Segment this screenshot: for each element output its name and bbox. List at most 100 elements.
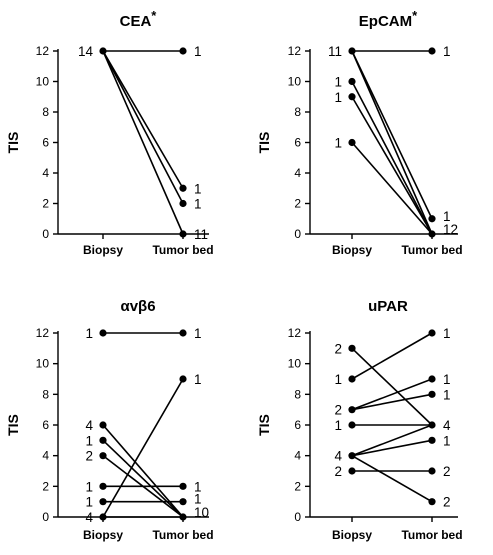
tumor-bed-count-label-v6: 1 [194,372,202,387]
tumor-bed-count-label-upar: 1 [443,372,451,387]
y-tick-label-cea: 0 [42,227,49,241]
y-tick-label-v6: 0 [42,510,49,524]
data-point-v6 [179,498,187,506]
data-point-v6 [99,452,107,460]
data-point-cea [99,47,107,55]
paired-line-epcam [351,50,433,220]
tumor-bed-count-label-cea: 1 [194,181,202,196]
data-point-v6 [179,482,187,490]
y-axis-label-cea: TIS [5,132,21,154]
tumor-bed-count-label-epcam: 12 [443,222,458,237]
data-point-upar [428,421,436,429]
y-tick-label-v6: 8 [42,387,49,401]
tumor-bed-count-label-v6: 1 [194,479,202,494]
data-point-v6 [99,513,107,521]
paired-line-epcam [351,81,433,235]
x-category-label-v6: Biopsy [83,528,123,542]
tumor-bed-count-label-epcam: 1 [443,44,451,59]
tumor-bed-count-label-epcam: 1 [443,209,451,224]
biopsy-count-label-v6: 4 [85,510,93,525]
data-point-v6 [99,436,107,444]
data-point-upar [428,390,436,398]
data-point-v6 [179,513,187,521]
data-point-v6 [99,329,107,337]
paired-line-upar [351,454,433,503]
x-category-label-v6: Tumor bed [152,528,213,542]
paired-line-cea [102,50,184,235]
y-axis-label-v6: TIS [5,414,21,436]
x-category-label-cea: Biopsy [83,243,123,257]
data-point-epcam [428,47,436,55]
data-point-v6 [99,421,107,429]
data-point-upar [348,452,356,460]
biopsy-count-label-upar: 2 [334,403,342,418]
y-tick-label-epcam: 2 [294,197,301,211]
data-point-epcam [348,93,356,101]
y-tick-label-v6: 12 [36,326,50,340]
tumor-bed-count-label-upar: 2 [443,464,451,479]
paired-line-epcam [351,141,433,235]
data-point-v6 [99,498,107,506]
data-point-epcam [348,47,356,55]
data-point-upar [348,467,356,475]
data-point-epcam [428,230,436,238]
x-category-label-upar: Tumor bed [401,528,462,542]
tumor-bed-count-label-cea: 11 [194,227,208,242]
paired-line-upar [351,332,433,380]
biopsy-count-label-cea: 14 [78,44,94,59]
y-tick-label-epcam: 4 [294,166,301,180]
y-tick-label-v6: 6 [42,418,49,432]
y-tick-label-epcam: 6 [294,136,301,150]
paired-line-epcam [351,96,433,235]
paired-line-upar [351,378,433,411]
y-tick-label-epcam: 12 [288,44,302,58]
paired-line-v6 [102,378,184,518]
y-axis-label-epcam: TIS [256,132,272,154]
y-tick-label-upar: 2 [294,479,301,493]
biopsy-count-label-v6: 1 [85,479,93,494]
x-category-label-epcam: Tumor bed [401,243,462,257]
y-tick-label-v6: 10 [36,357,50,371]
paired-line-upar [351,393,433,411]
biopsy-count-label-upar: 1 [334,372,342,387]
data-point-upar [428,329,436,337]
y-tick-label-cea: 4 [42,166,49,180]
biopsy-count-label-upar: 2 [334,341,342,356]
biopsy-count-label-epcam: 1 [334,90,342,105]
data-point-cea [179,230,187,238]
paired-line-upar [351,439,433,457]
data-point-cea [179,199,187,208]
data-point-v6 [99,482,107,490]
y-tick-label-cea: 10 [36,75,50,89]
tumor-bed-count-label-v6: 1 [194,326,202,341]
y-tick-label-upar: 10 [288,357,302,371]
chart-title-cea: CEA* [120,8,158,30]
tumor-bed-count-label-cea: 1 [194,44,202,59]
y-tick-label-upar: 12 [288,326,302,340]
y-axis-label-upar: TIS [256,414,272,436]
data-point-cea [179,47,187,55]
data-point-upar [428,375,436,383]
biopsy-count-label-epcam: 11 [328,44,342,59]
y-tick-label-upar: 4 [294,449,301,463]
tumor-bed-count-label-upar: 1 [443,433,451,448]
biopsy-count-label-upar: 2 [334,464,342,479]
data-point-epcam [428,215,436,223]
tumor-bed-count-label-upar: 1 [443,387,451,402]
paired-line-upar [351,347,433,426]
y-tick-label-cea: 8 [42,105,49,119]
y-tick-label-epcam: 0 [294,227,301,241]
biopsy-count-label-v6: 1 [85,433,93,448]
data-point-upar [348,406,356,414]
y-tick-label-cea: 2 [42,197,49,211]
y-tick-label-epcam: 10 [288,75,302,89]
biopsy-count-label-epcam: 1 [334,136,342,151]
data-point-v6 [179,375,187,383]
data-point-cea [179,184,187,192]
data-point-upar [348,344,356,352]
data-point-upar [428,498,436,506]
paired-line-upar [351,424,433,457]
tumor-bed-count-label-upar: 4 [443,418,451,433]
